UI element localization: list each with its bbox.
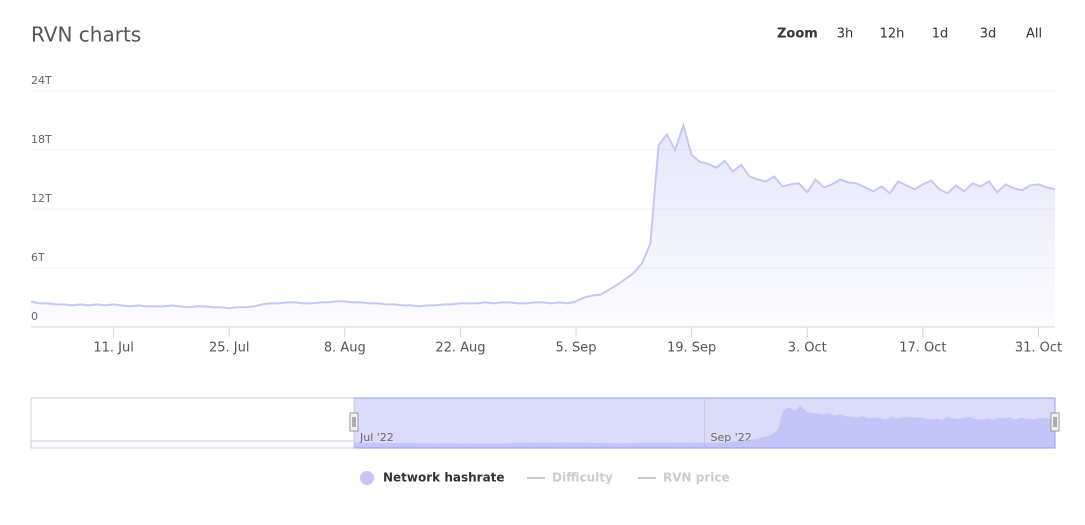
navigator-series-line xyxy=(353,405,1056,445)
x-tick-label: 17. Oct xyxy=(899,341,946,356)
range-button[interactable]: 3h xyxy=(837,27,854,42)
legend-symbol[interactable] xyxy=(360,471,374,485)
x-tick-label: 8. Aug xyxy=(324,341,366,356)
navigator-handle[interactable] xyxy=(1050,412,1060,432)
navigator-handle[interactable] xyxy=(349,412,359,432)
navigator-series-area xyxy=(354,406,1055,448)
y-tick-label: 6T xyxy=(31,251,45,264)
x-tick-label: 19. Sep xyxy=(667,341,716,356)
range-button[interactable]: 1d xyxy=(932,27,949,42)
range-button[interactable]: All xyxy=(1026,27,1042,42)
navigator-tick-label: Jul '22 xyxy=(359,431,394,444)
legend-item[interactable]: Network hashrate xyxy=(383,471,505,485)
x-tick-label: 31. Oct xyxy=(1015,341,1062,356)
chart-title: RVN charts xyxy=(31,23,141,47)
x-tick-label: 3. Oct xyxy=(788,341,827,356)
legend-item[interactable]: Difficulty xyxy=(552,471,613,485)
x-tick-label: 5. Sep xyxy=(556,341,597,356)
zoom-label: Zoom xyxy=(777,27,818,42)
y-tick-label: 12T xyxy=(31,192,52,205)
range-button[interactable]: 3d xyxy=(980,27,997,42)
x-tick-label: 11. Jul xyxy=(93,341,134,356)
y-tick-label: 18T xyxy=(31,133,52,146)
series-line xyxy=(30,121,1056,310)
range-button[interactable]: 12h xyxy=(880,27,905,42)
series-area xyxy=(31,125,1055,328)
x-tick-label: 22. Aug xyxy=(435,341,485,356)
y-tick-label: 24T xyxy=(31,74,52,87)
navigator-tick-label: Sep '22 xyxy=(711,431,752,444)
legend-item[interactable]: RVN price xyxy=(663,471,730,485)
x-tick-label: 25. Jul xyxy=(209,341,250,356)
